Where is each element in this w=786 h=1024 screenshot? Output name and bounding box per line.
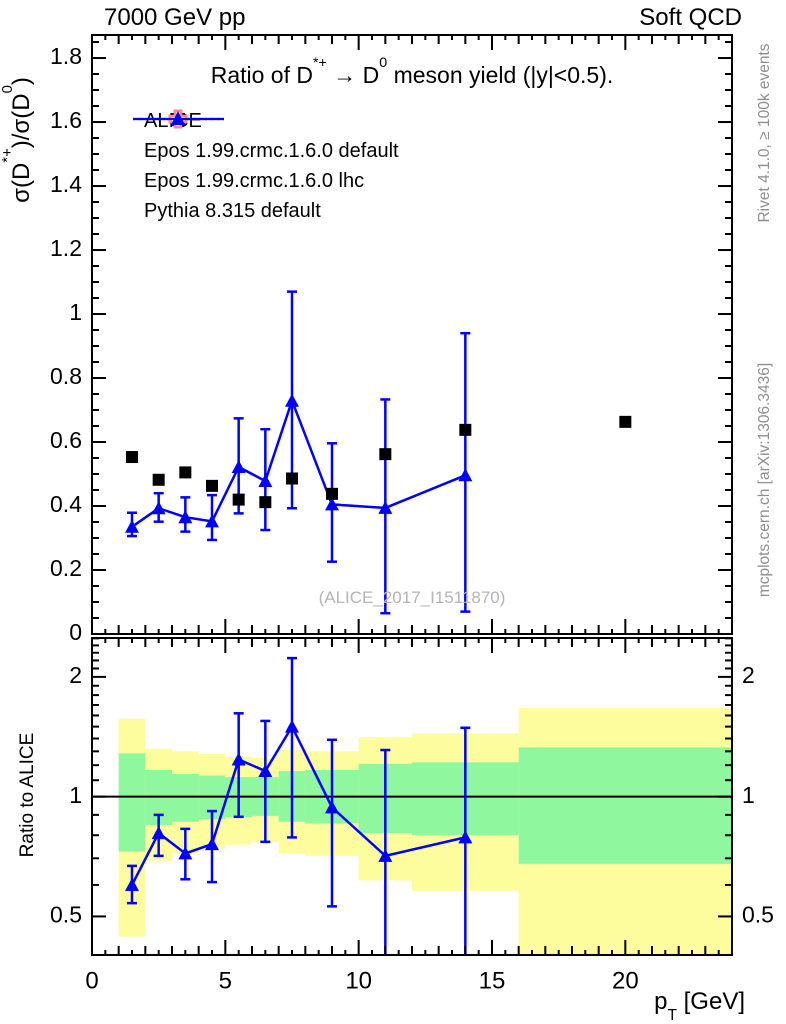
- data-point-triangle: [378, 848, 393, 862]
- data-point-triangle: [125, 877, 139, 891]
- data-point-triangle: [378, 500, 393, 514]
- legend-item-1: Epos 1.99.crmc.1.6.0 default: [131, 109, 399, 166]
- xlabel-unit: [GeV]: [676, 988, 745, 1015]
- plot-title-text3: meson yield (|y|<0.5).: [387, 62, 614, 88]
- xlabel-p: p: [654, 988, 668, 1015]
- tick-label: 20: [612, 967, 639, 994]
- analysis-watermark: (ALICE_2017_I1511870): [318, 588, 506, 607]
- data-point-triangle: [325, 800, 339, 814]
- band-green: [518, 747, 731, 864]
- ylabel-text1: σ(D: [8, 162, 35, 203]
- tick-label: 2: [69, 662, 82, 688]
- x-axis-label: pT [GeV]: [555, 988, 745, 1024]
- data-point-triangle: [458, 830, 473, 844]
- data-point-square: [326, 487, 338, 500]
- data-point-triangle: [151, 826, 166, 840]
- band-green: [172, 774, 199, 822]
- axis-tick-labels: 00.20.40.60.811.21.41.61.80.5 0.51 12 20 5 10…: [50, 43, 774, 994]
- data-point-square: [126, 451, 138, 464]
- data-point-triangle: [178, 846, 193, 860]
- tick-label: 1.4: [50, 171, 82, 197]
- plot-title-sup2: 0: [379, 54, 388, 71]
- tick-label: 0.5: [50, 902, 82, 928]
- data-point-square: [179, 466, 192, 479]
- tick-label: 1: [742, 782, 755, 808]
- ylabel-sup1: *+: [0, 148, 16, 163]
- data-point-triangle: [205, 837, 219, 851]
- data-point-triangle: [231, 459, 246, 473]
- data-point-square: [206, 479, 218, 492]
- plot-title-sup1: *+: [312, 54, 327, 71]
- main-y-axis-label: σ(D*+)/σ(D0): [0, 77, 36, 203]
- ylabel-text2: )/σ(D: [8, 93, 35, 149]
- tick-label: 0.5: [742, 902, 774, 928]
- data-point-triangle: [285, 719, 299, 733]
- data-point-triangle: [325, 497, 339, 511]
- axis-ticks: [91, 35, 733, 956]
- data-point-triangle: [231, 752, 246, 766]
- data-point-square: [259, 496, 272, 509]
- data-point-square: [379, 448, 392, 461]
- ylabel-sup2: 0: [0, 85, 16, 94]
- tick-label: 1.6: [50, 107, 82, 133]
- tick-label: 0.6: [50, 427, 82, 453]
- tick-label: 0.8: [50, 363, 82, 389]
- legend-item-3: Pythia 8.315 default: [131, 111, 399, 226]
- rivet-version-credit: Rivet 4.1.0, ≥ 100k events: [756, 43, 773, 223]
- series-triangle: [125, 290, 473, 615]
- plot-title: Ratio of D*+ → D0 meson yield (|y|<0.5).: [92, 55, 732, 89]
- tick-label: 1: [69, 299, 82, 325]
- plot-title-text: Ratio of D: [210, 62, 313, 88]
- data-point-square: [619, 415, 632, 428]
- data-point-square: [152, 473, 165, 486]
- series-line: [130, 724, 466, 886]
- legend-item-2: Epos 1.99.crmc.1.6.0 lhc: [131, 109, 399, 196]
- xlabel-sub: T: [667, 1007, 677, 1024]
- data-point-triangle: [285, 393, 299, 407]
- tick-label: 15: [479, 967, 506, 994]
- tick-label: 0.2: [50, 555, 82, 581]
- legend-label: Epos 1.99.crmc.1.6.0 lhc: [144, 169, 365, 192]
- data-point-square: [459, 423, 472, 436]
- legend-marker-triangle-icon: [133, 111, 224, 125]
- data-point-triangle: [125, 519, 139, 533]
- tick-label: 0.4: [50, 491, 82, 517]
- beam-energy-label: 7000 GeV pp: [104, 4, 246, 31]
- data-point-triangle: [458, 468, 473, 482]
- tick-label: 10: [345, 967, 372, 994]
- legend-label: Pythia 8.315 default: [144, 199, 321, 222]
- process-group-label: Soft QCD: [639, 4, 742, 31]
- ratio-y-axis-label: Ratio to ALICE: [17, 732, 38, 858]
- data-point-triangle: [258, 474, 273, 488]
- tick-label: 1.8: [50, 43, 82, 69]
- series-square: [126, 415, 632, 509]
- mcplots-credit: mcplots.cern.ch [arXiv:1306.3436]: [756, 362, 773, 598]
- band-green: [118, 753, 146, 852]
- tick-label: 1.2: [50, 235, 82, 261]
- tick-label: 0: [69, 619, 82, 645]
- tick-label: 2: [742, 662, 755, 688]
- series-line: [131, 397, 466, 528]
- data-point-triangle: [205, 514, 219, 528]
- uncertainty-bands: [118, 708, 731, 954]
- tick-label: 1: [69, 782, 82, 808]
- tick-label: 0: [85, 967, 98, 994]
- data-point-triangle: [258, 764, 273, 778]
- plot-title-text2: → D: [326, 62, 380, 88]
- data-point-triangle: [151, 501, 166, 515]
- data-point-square: [232, 493, 245, 506]
- tick-label: 5: [219, 967, 232, 994]
- legend-label: Epos 1.99.crmc.1.6.0 default: [144, 139, 399, 162]
- data-point-triangle: [178, 510, 193, 524]
- data-point-square: [286, 472, 298, 485]
